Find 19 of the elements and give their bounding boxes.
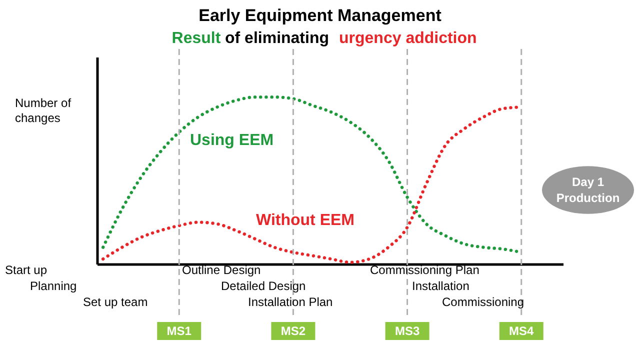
- annotation: Commissioning Plan: [370, 263, 480, 277]
- text: Installation Plan: [248, 295, 333, 309]
- text: MS2: [280, 324, 306, 338]
- chart-title: Early Equipment Management: [198, 6, 442, 25]
- text: Commissioning: [442, 295, 524, 309]
- text: Installation: [412, 279, 470, 293]
- chart-subtitle: Result of eliminating urgency addiction: [172, 30, 477, 47]
- text: Detailed Design: [221, 279, 306, 293]
- text: Planning: [30, 279, 77, 293]
- text: MS4: [509, 324, 534, 338]
- text: Start up: [5, 263, 48, 277]
- text: Day 1 Production: [556, 175, 620, 205]
- text: MS3: [394, 324, 420, 338]
- text: MS1: [166, 324, 192, 338]
- y-axis-title: Number of changes: [15, 96, 72, 125]
- series-label: Without EEM: [256, 212, 354, 229]
- series-label: Using EEM: [190, 132, 274, 149]
- text: Set up team: [83, 295, 148, 309]
- annotation: Outline Design: [182, 263, 261, 277]
